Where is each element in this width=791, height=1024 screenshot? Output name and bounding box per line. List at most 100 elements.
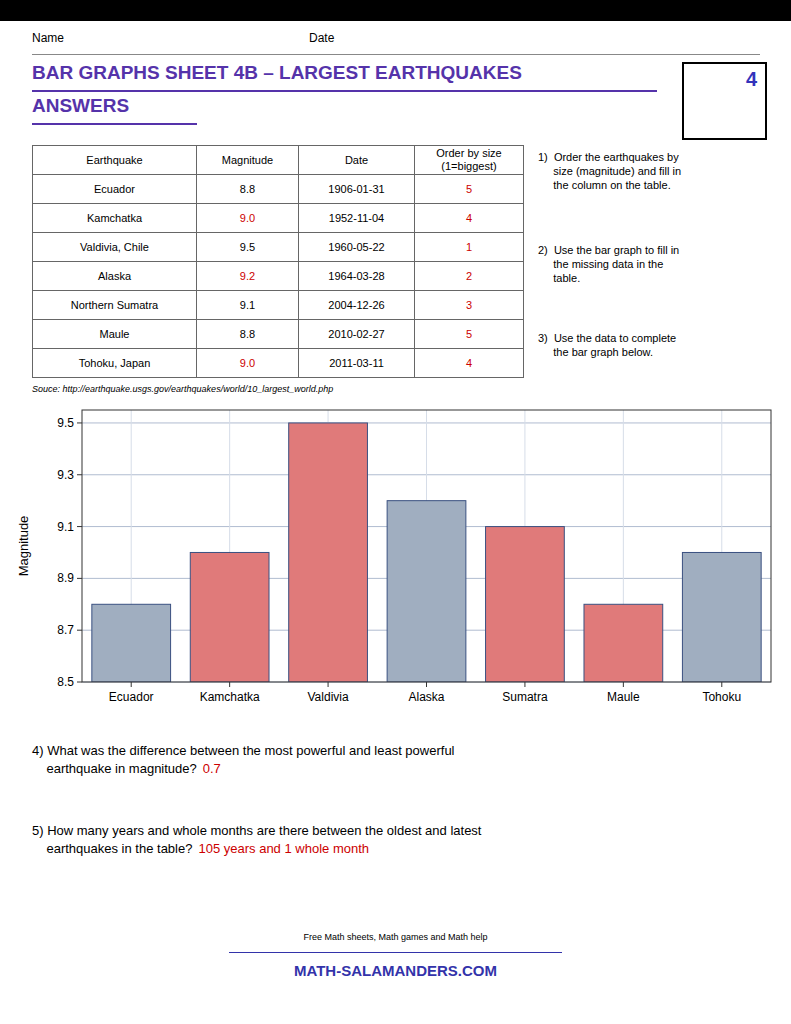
- table-cell: 1952-11-04: [299, 204, 415, 233]
- x-tick-label: Tohoku: [702, 690, 741, 704]
- footer: Free Math sheets, Math games and Math he…: [158, 930, 633, 1010]
- y-tick: [77, 578, 82, 579]
- source-text: Souce: http://earthquake.usgs.gov/earthq…: [32, 384, 333, 394]
- table-cell: 1964-03-28: [299, 262, 415, 291]
- question-answer: 0.7: [203, 761, 221, 776]
- bar: [584, 604, 663, 682]
- x-tick-label: Ecuador: [109, 690, 154, 704]
- y-tick: [77, 630, 82, 631]
- table-header: Order by size (1=biggest): [415, 146, 524, 175]
- instruction: 1) Order the earthquakes by size (magnit…: [538, 150, 783, 192]
- header-rule: [32, 54, 760, 55]
- instruction: 2) Use the bar graph to fill in the miss…: [538, 243, 783, 285]
- table-cell: 1906-01-31: [299, 175, 415, 204]
- table-header: Date: [299, 146, 415, 175]
- footer-rule: [229, 952, 562, 953]
- table-cell: Maule: [33, 320, 197, 349]
- table-cell: 8.8: [197, 320, 299, 349]
- name-label: Name: [32, 31, 64, 45]
- footer-brand: MATH-SALAMANDERS.COM: [158, 961, 633, 981]
- table-cell: 1960-05-22: [299, 233, 415, 262]
- subtitle: ANSWERS: [32, 95, 129, 116]
- table-header-row: EarthquakeMagnitudeDateOrder by size (1=…: [33, 146, 524, 175]
- table-answer-cell: 2: [415, 262, 524, 291]
- table-cell: 8.8: [197, 175, 299, 204]
- y-tick-label: 9.3: [57, 468, 74, 482]
- bars: [92, 423, 761, 682]
- table-answer-cell: 4: [415, 349, 524, 378]
- table-cell: Alaska: [33, 262, 197, 291]
- worksheet-table: EarthquakeMagnitudeDateOrder by size (1=…: [32, 145, 524, 378]
- x-tick: [131, 682, 132, 687]
- x-tick-label: Sumatra: [502, 690, 548, 704]
- y-tick: [77, 422, 82, 423]
- x-tick: [623, 682, 624, 687]
- y-tick-label: 8.7: [57, 623, 74, 637]
- question-text: 4) What was the difference between the m…: [32, 743, 455, 776]
- bar: [486, 527, 565, 682]
- table-cell: 2011-03-11: [299, 349, 415, 378]
- badge-text: 4: [746, 68, 757, 91]
- bar: [682, 552, 761, 682]
- x-tick: [328, 682, 329, 687]
- table-row: Ecuador8.81906-01-315: [33, 175, 524, 204]
- x-tick: [524, 682, 525, 687]
- table-cell: Ecuador: [33, 175, 197, 204]
- x-tick: [426, 682, 427, 687]
- table-answer-cell: 1: [415, 233, 524, 262]
- x-tick-label: Maule: [607, 690, 640, 704]
- title: BAR GRAPHS SHEET 4B – LARGEST EARTHQUAKE…: [32, 62, 522, 83]
- y-tick-label: 9.1: [57, 520, 74, 534]
- instruction-text: 2) Use the bar graph to fill in the miss…: [538, 244, 679, 284]
- date-label: Date: [309, 31, 334, 45]
- table-cell: 2010-02-27: [299, 320, 415, 349]
- question: 5) How many years and whole months are t…: [32, 822, 772, 858]
- y-tick-label: 8.5: [57, 675, 74, 689]
- table-row: Tohoku, Japan9.02011-03-114: [33, 349, 524, 378]
- instruction-text: 1) Order the earthquakes by size (magnit…: [538, 151, 681, 191]
- top-strip: [0, 0, 791, 21]
- bar: [387, 501, 466, 682]
- instruction-text: 3) Use the data to complete the bar grap…: [538, 332, 676, 358]
- table-row: Valdivia, Chile9.51960-05-221: [33, 233, 524, 262]
- bar: [190, 552, 269, 682]
- y-tick: [77, 526, 82, 527]
- table-cell: Tohoku, Japan: [33, 349, 197, 378]
- grid: [82, 410, 771, 682]
- table-cell: 2004-12-26: [299, 291, 415, 320]
- x-tick: [229, 682, 230, 687]
- y-tick-label: 8.9: [57, 571, 74, 585]
- table-answer-cell: 5: [415, 175, 524, 204]
- plot-background: [82, 410, 771, 682]
- table-cell: Valdivia, Chile: [33, 233, 197, 262]
- table-row: Maule8.82010-02-275: [33, 320, 524, 349]
- question: 4) What was the difference between the m…: [32, 742, 772, 778]
- footer-line: Free Math sheets, Math games and Math he…: [158, 930, 633, 944]
- title-rule: [32, 123, 197, 125]
- x-tick-label: Kamchatka: [200, 690, 260, 704]
- question-answer: 105 years and 1 whole month: [198, 841, 369, 856]
- table-cell: 9.1: [197, 291, 299, 320]
- y-tick: [77, 682, 82, 683]
- table-header: Magnitude: [197, 146, 299, 175]
- header: Name Date: [32, 28, 760, 50]
- plot-frame: [82, 410, 771, 682]
- badge: 4: [682, 62, 767, 140]
- table-answer-cell: 9.0: [197, 204, 299, 233]
- source: Souce: http://earthquake.usgs.gov/earthq…: [32, 384, 760, 398]
- y-axis-label: Magnitude: [16, 516, 31, 577]
- table-answer-cell: 5: [415, 320, 524, 349]
- table-row: Alaska9.21964-03-282: [33, 262, 524, 291]
- table-row: Kamchatka9.01952-11-044: [33, 204, 524, 233]
- title-line: ANSWERS: [32, 95, 332, 121]
- table-cell: Kamchatka: [33, 204, 197, 233]
- table-cell: Northern Sumatra: [33, 291, 197, 320]
- title-rule: [32, 90, 657, 92]
- bar-chart: 8.58.78.99.19.39.5EcuadorKamchatkaValdiv…: [0, 400, 791, 730]
- table-header: Earthquake: [33, 146, 197, 175]
- instruction: 3) Use the data to complete the bar grap…: [538, 331, 783, 359]
- y-tick: [77, 474, 82, 475]
- x-tick-label: Valdivia: [308, 690, 349, 704]
- table-answer-cell: 9.0: [197, 349, 299, 378]
- x-tick: [721, 682, 722, 687]
